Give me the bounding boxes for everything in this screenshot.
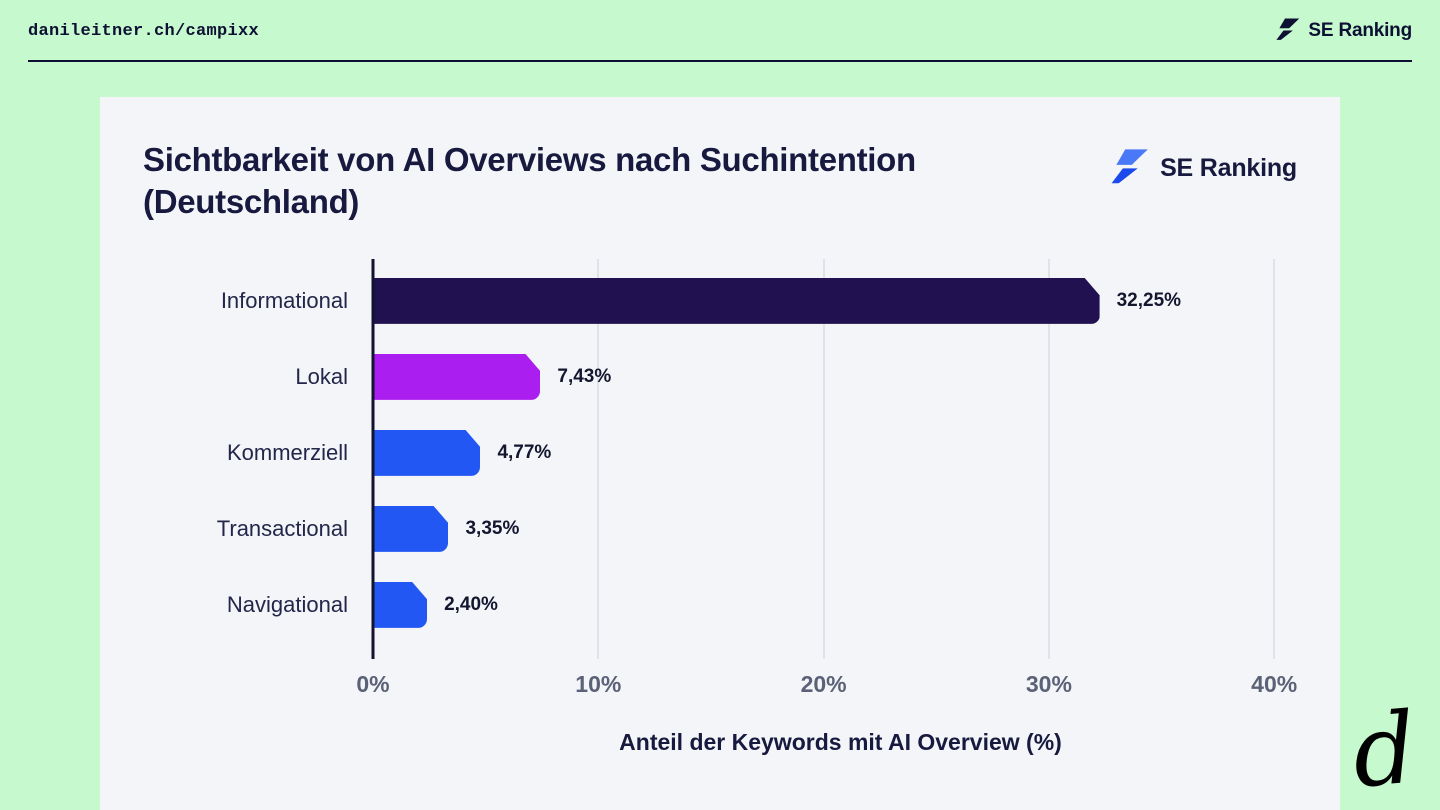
- bar-row: Navigational 2,40%: [143, 567, 1308, 643]
- header-divider: [28, 60, 1412, 62]
- bar-row: Informational 32,25%: [143, 263, 1308, 339]
- bar: [373, 354, 540, 400]
- category-label: Informational: [220, 287, 348, 313]
- value-label: 2,40%: [444, 593, 498, 615]
- card-brand: SE Ranking: [1111, 147, 1297, 190]
- bar: [373, 582, 427, 628]
- bar-track: 32,25%: [373, 278, 1308, 324]
- bar-track: 4,77%: [373, 430, 1308, 476]
- category-label: Lokal: [295, 363, 348, 389]
- bar-row: Kommerziell 4,77%: [143, 415, 1308, 491]
- x-axis-label: Anteil der Keywords mit AI Overview (%): [619, 728, 1062, 755]
- gridline: [822, 258, 825, 659]
- value-label: 7,43%: [557, 365, 612, 387]
- top-bar: danileitner.ch/campixx SE Ranking: [0, 0, 1440, 62]
- bar-rows: Informational 32,25% Lokal 7,43% Kommerziell…: [143, 259, 1308, 659]
- bar-row: Transactional 3,35%: [143, 491, 1308, 567]
- bar-row: Lokal 7,43%: [143, 339, 1308, 415]
- value-label: 32,25%: [1116, 289, 1182, 311]
- lightning-icon: [1111, 147, 1149, 190]
- bar: [373, 430, 480, 476]
- card-header: Sichtbarkeit von AI Overviews nach Suchi…: [143, 139, 1297, 223]
- x-ticks: 0% 10% 20% 30% 40%: [356, 670, 1308, 705]
- lightning-icon: [1276, 17, 1300, 46]
- bar-track: 7,43%: [373, 354, 1308, 400]
- bar: [373, 506, 448, 552]
- x-tick-label: 20%: [800, 670, 847, 697]
- chart-card: Sichtbarkeit von AI Overviews nach Suchi…: [100, 97, 1340, 810]
- value-label: 3,35%: [465, 517, 520, 539]
- x-tick-label: 0%: [356, 670, 390, 697]
- category-label: Kommerziell: [226, 439, 348, 465]
- chart-title: Sichtbarkeit von AI Overviews nach Suchi…: [143, 141, 916, 220]
- gridline: [597, 258, 600, 659]
- plot-area: Informational 32,25% Lokal 7,43% Kommerziell…: [217, 258, 1308, 659]
- y-axis-line: [371, 258, 375, 659]
- header-brand-label: SE Ranking: [1308, 20, 1412, 41]
- header-brand: SE Ranking: [1276, 17, 1412, 46]
- gridline: [1047, 258, 1050, 659]
- site-url: danileitner.ch/campixx: [28, 21, 260, 41]
- category-label: Transactional: [216, 515, 348, 541]
- bar-track: 2,40%: [373, 582, 1308, 628]
- bar: [373, 278, 1100, 324]
- bar-track: 3,35%: [373, 506, 1308, 552]
- card-brand-label: SE Ranking: [1160, 154, 1297, 182]
- gridline: [1273, 258, 1276, 659]
- value-label: 4,77%: [497, 441, 552, 463]
- bar-chart: Informational 32,25% Lokal 7,43% Kommerziell…: [143, 258, 1297, 756]
- signature-d: d: [1348, 691, 1421, 810]
- category-label: Navigational: [226, 591, 348, 617]
- x-tick-label: 30%: [1025, 670, 1072, 697]
- x-tick-label: 40%: [1251, 670, 1298, 697]
- x-tick-label: 10%: [575, 670, 622, 697]
